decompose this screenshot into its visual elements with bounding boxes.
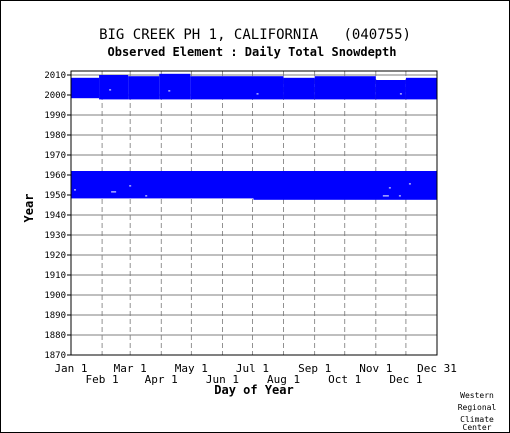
y-tick-label: 1880	[44, 331, 66, 341]
y-tick-label: 1940	[44, 211, 66, 221]
y-tick-label: 1890	[44, 311, 66, 321]
credit-line-3: Climate	[460, 415, 494, 424]
x-tick-label: Mar 1	[114, 362, 147, 375]
x-tick-label: Oct 1	[328, 373, 361, 386]
credit-line-2: Regional	[458, 403, 497, 412]
chart-subtitle: Observed Element : Daily Total Snowdepth	[108, 45, 397, 59]
missing-data-mark	[256, 93, 259, 95]
data-band-segment	[128, 76, 160, 100]
chart-title: BIG CREEK PH 1, CALIFORNIA (040755)	[99, 27, 411, 43]
x-tick-label: Aug 1	[267, 373, 300, 386]
missing-data-mark	[129, 185, 132, 187]
y-tick-label: 1920	[44, 251, 66, 261]
y-tick-label: 1900	[44, 291, 66, 301]
x-tick-label: Jan 1	[54, 362, 87, 375]
x-axis-ticks: Jan 1 Mar 1 May 1 Jul 1 Sep 1 Nov 1 Dec 31 Feb …	[54, 362, 456, 386]
data-band-segment	[190, 76, 284, 100]
missing-data-mark	[145, 195, 148, 197]
missing-data-mark	[382, 195, 389, 197]
data-band-segment	[314, 76, 376, 100]
credit-line-4: Center	[463, 423, 492, 432]
missing-data-mark	[398, 195, 401, 197]
data-band-segment	[71, 77, 100, 99]
data-band-segment	[283, 77, 315, 100]
data-band-segment	[71, 171, 254, 199]
missing-data-mark	[388, 187, 391, 189]
missing-data-mark	[168, 90, 171, 92]
data-band-segment	[159, 73, 191, 100]
data-band-segment	[253, 171, 437, 200]
missing-data-mark	[399, 93, 402, 95]
x-tick-label: May 1	[175, 362, 208, 375]
x-tick-label: Dec 1	[389, 373, 422, 386]
y-tick-label: 1980	[44, 131, 66, 141]
y-tick-label: 1970	[44, 151, 66, 161]
data-layer	[71, 73, 437, 200]
x-tick-label: Nov 1	[359, 362, 392, 375]
data-band-segment	[99, 75, 129, 100]
y-axis-label: Year	[22, 194, 36, 223]
y-tick-label: 1960	[44, 171, 66, 181]
x-tick-label: Apr 1	[145, 373, 178, 386]
x-tick-label: Jul 1	[236, 362, 269, 375]
x-tick-label: Jun 1	[206, 373, 239, 386]
x-axis-label: Day of Year	[214, 383, 293, 397]
data-band-segment	[405, 77, 437, 100]
y-tick-label: 2010	[44, 71, 66, 81]
y-tick-label: 1950	[44, 191, 66, 201]
x-tick-label: Feb 1	[86, 373, 119, 386]
y-tick-label: 1990	[44, 111, 66, 121]
missing-data-mark	[109, 89, 112, 91]
missing-data-mark	[74, 189, 77, 191]
credit-line-1: Western	[460, 391, 494, 400]
y-tick-label: 1930	[44, 231, 66, 241]
missing-data-mark	[408, 183, 411, 185]
missing-data-mark	[111, 191, 117, 193]
y-tick-label: 1870	[44, 351, 66, 361]
y-tick-label: 1910	[44, 271, 66, 281]
x-tick-label: Sep 1	[298, 362, 331, 375]
y-tick-label: 2000	[44, 91, 66, 101]
y-axis-ticks: 1870 1880 1890 1900 1910 1920 1930 1940 1950 1960…	[44, 71, 71, 361]
plot-border	[70, 70, 438, 356]
gap-layer	[74, 89, 411, 197]
x-tick-label: Dec 31	[417, 362, 457, 375]
data-band-segment	[375, 80, 406, 100]
plot-area	[71, 71, 437, 355]
